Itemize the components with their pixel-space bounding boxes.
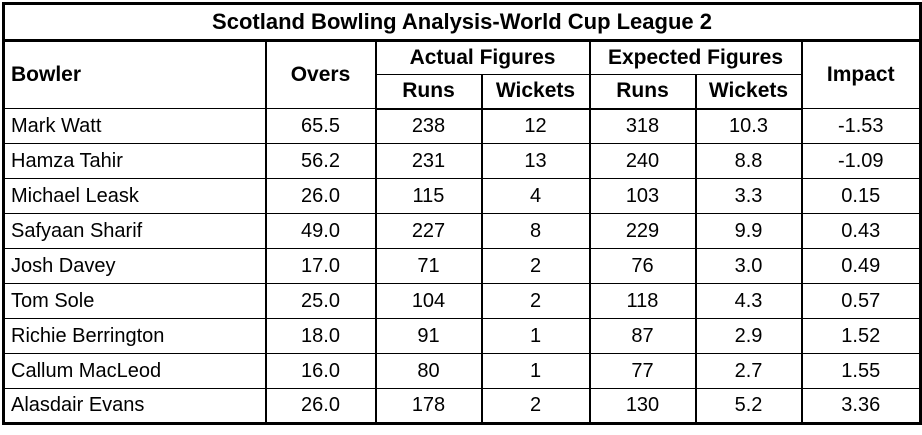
actual-wickets-cell: 1 <box>480 353 591 389</box>
col-header-actual-wickets: Wickets <box>480 74 591 110</box>
actual-wickets-cell: 2 <box>480 248 591 284</box>
expected-runs-cell: 318 <box>588 108 697 144</box>
col-header-bowler: Bowler <box>2 40 267 109</box>
impact-cell: 0.57 <box>800 283 922 319</box>
impact-cell: 1.52 <box>800 318 922 354</box>
impact-cell: 1.55 <box>800 353 922 389</box>
bowler-cell: Mark Watt <box>2 108 267 144</box>
header-group-row: Bowler Overs Actual Figures Expected Fig… <box>2 40 922 109</box>
table-row: Richie Berrington 18.0 91 1 87 2.9 1.52 <box>2 318 922 354</box>
overs-cell: 26.0 <box>264 388 377 424</box>
bowler-cell: Josh Davey <box>2 248 267 284</box>
expected-wickets-cell: 4.3 <box>694 283 803 319</box>
actual-wickets-cell: 12 <box>480 108 591 144</box>
expected-runs-cell: 118 <box>588 283 697 319</box>
col-group-expected-figures: Expected Figures <box>588 40 803 75</box>
table-row: Callum MacLeod 16.0 80 1 77 2.7 1.55 <box>2 353 922 389</box>
col-header-actual-runs: Runs <box>374 74 483 110</box>
impact-cell: 0.43 <box>800 213 922 249</box>
bowler-cell: Alasdair Evans <box>2 388 267 424</box>
bowling-analysis-table: Scotland Bowling Analysis-World Cup Leag… <box>2 2 922 425</box>
expected-runs-cell: 77 <box>588 353 697 389</box>
bowler-cell: Safyaan Sharif <box>2 213 267 249</box>
impact-cell: 0.49 <box>800 248 922 284</box>
bowler-cell: Michael Leask <box>2 178 267 214</box>
expected-wickets-cell: 2.7 <box>694 353 803 389</box>
table-row: Hamza Tahir 56.2 231 13 240 8.8 -1.09 <box>2 143 922 179</box>
actual-wickets-cell: 8 <box>480 213 591 249</box>
actual-runs-cell: 115 <box>374 178 483 214</box>
actual-runs-cell: 178 <box>374 388 483 424</box>
expected-wickets-cell: 3.3 <box>694 178 803 214</box>
impact-cell: 0.15 <box>800 178 922 214</box>
actual-runs-cell: 104 <box>374 283 483 319</box>
actual-runs-cell: 227 <box>374 213 483 249</box>
actual-wickets-cell: 2 <box>480 388 591 424</box>
col-header-expected-runs: Runs <box>588 74 697 110</box>
bowler-cell: Tom Sole <box>2 283 267 319</box>
impact-cell: 3.36 <box>800 388 922 424</box>
expected-runs-cell: 130 <box>588 388 697 424</box>
actual-wickets-cell: 4 <box>480 178 591 214</box>
expected-runs-cell: 240 <box>588 143 697 179</box>
bowler-cell: Hamza Tahir <box>2 143 267 179</box>
overs-cell: 18.0 <box>264 318 377 354</box>
table-row: Josh Davey 17.0 71 2 76 3.0 0.49 <box>2 248 922 284</box>
expected-wickets-cell: 9.9 <box>694 213 803 249</box>
col-group-actual-figures: Actual Figures <box>374 40 591 75</box>
col-header-overs: Overs <box>264 40 377 109</box>
expected-wickets-cell: 5.2 <box>694 388 803 424</box>
expected-wickets-cell: 8.8 <box>694 143 803 179</box>
bowler-cell: Callum MacLeod <box>2 353 267 389</box>
overs-cell: 56.2 <box>264 143 377 179</box>
expected-runs-cell: 76 <box>588 248 697 284</box>
overs-cell: 65.5 <box>264 108 377 144</box>
overs-cell: 16.0 <box>264 353 377 389</box>
header-sub-row: Runs Wickets Runs Wickets <box>4 74 921 110</box>
impact-cell: -1.09 <box>800 143 922 179</box>
impact-cell: -1.53 <box>800 108 922 144</box>
expected-runs-cell: 229 <box>588 213 697 249</box>
expected-wickets-cell: 10.3 <box>694 108 803 144</box>
actual-runs-cell: 91 <box>374 318 483 354</box>
actual-runs-cell: 71 <box>374 248 483 284</box>
col-header-impact: Impact <box>800 40 922 109</box>
actual-wickets-cell: 2 <box>480 283 591 319</box>
actual-wickets-cell: 13 <box>480 143 591 179</box>
table-row: Alasdair Evans 26.0 178 2 130 5.2 3.36 <box>2 388 922 424</box>
table-row: Mark Watt 65.5 238 12 318 10.3 -1.53 <box>2 108 922 144</box>
bowler-cell: Richie Berrington <box>2 318 267 354</box>
expected-runs-cell: 87 <box>588 318 697 354</box>
table-row: Michael Leask 26.0 115 4 103 3.3 0.15 <box>2 178 922 214</box>
table-row: Tom Sole 25.0 104 2 118 4.3 0.57 <box>2 283 922 319</box>
actual-runs-cell: 80 <box>374 353 483 389</box>
expected-wickets-cell: 3.0 <box>694 248 803 284</box>
expected-wickets-cell: 2.9 <box>694 318 803 354</box>
expected-runs-cell: 103 <box>588 178 697 214</box>
actual-wickets-cell: 1 <box>480 318 591 354</box>
actual-runs-cell: 238 <box>374 108 483 144</box>
overs-cell: 26.0 <box>264 178 377 214</box>
overs-cell: 49.0 <box>264 213 377 249</box>
overs-cell: 25.0 <box>264 283 377 319</box>
title-row: Scotland Bowling Analysis-World Cup Leag… <box>2 3 922 42</box>
col-header-expected-wickets: Wickets <box>694 74 803 110</box>
table-row: Safyaan Sharif 49.0 227 8 229 9.9 0.43 <box>2 213 922 249</box>
overs-cell: 17.0 <box>264 248 377 284</box>
table-title: Scotland Bowling Analysis-World Cup Leag… <box>2 3 922 42</box>
actual-runs-cell: 231 <box>374 143 483 179</box>
